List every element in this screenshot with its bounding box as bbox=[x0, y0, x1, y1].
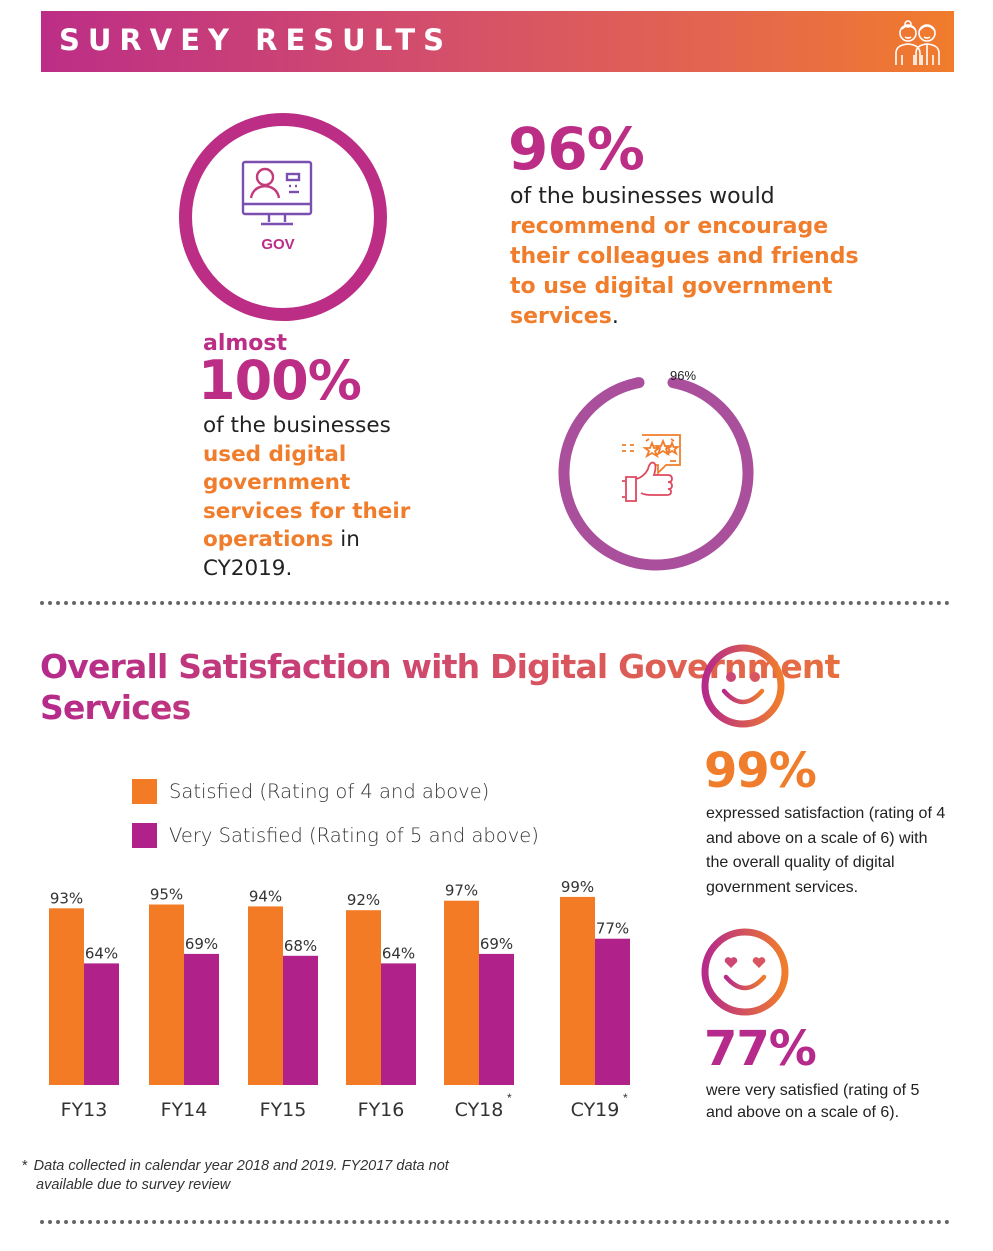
satisfied-percentage: 99% bbox=[704, 743, 817, 799]
data-label-cy18-very-satisfied: 69% bbox=[480, 935, 513, 953]
data-label-fy13-satisfied: 93% bbox=[50, 889, 83, 907]
data-label-fy14-very-satisfied: 69% bbox=[185, 935, 218, 953]
data-label-fy16-very-satisfied: 64% bbox=[382, 944, 415, 962]
donut-arc bbox=[558, 377, 754, 571]
bar-cy18-satisfied bbox=[444, 900, 479, 1085]
bar-fy13-satisfied bbox=[49, 908, 84, 1085]
recommend-tail: . bbox=[611, 304, 619, 329]
bar-fy14-very-satisfied bbox=[184, 953, 219, 1085]
recommend-description: of the businesses would recommend or enc… bbox=[510, 182, 890, 332]
usage-prefix: almost bbox=[203, 331, 288, 356]
usage-tail: in CY2019. bbox=[203, 527, 360, 581]
legend-item-very-satisfied: Very Satisfied (Rating of 5 and above) bbox=[132, 823, 539, 848]
category-label-fy13: FY13 bbox=[61, 1099, 108, 1121]
bar-fy15-very-satisfied bbox=[283, 955, 318, 1085]
footnote-line2: available due to survey review bbox=[36, 1177, 231, 1193]
legend-swatch-very-satisfied bbox=[132, 823, 157, 848]
category-footnote-mark: * bbox=[507, 1091, 512, 1105]
legend-item-satisfied: Satisfied (Rating of 4 and above) bbox=[132, 779, 489, 804]
bar-fy16-satisfied bbox=[346, 910, 381, 1085]
recommend-percentage: 96% bbox=[508, 115, 645, 183]
data-label-fy16-satisfied: 92% bbox=[347, 891, 380, 909]
bar-cy18-very-satisfied bbox=[479, 953, 514, 1085]
bar-cy19-very-satisfied bbox=[595, 938, 630, 1085]
usage-percentage: 100% bbox=[198, 349, 362, 412]
bar-fy13-very-satisfied bbox=[84, 963, 119, 1085]
satisfaction-bar-chart: 93% 64% FY13 95% 69% FY14 94% 68% FY15 92% 64% FY16… bbox=[49, 880, 630, 1121]
footnote-line1: Data collected in calendar year 2018 and… bbox=[33, 1158, 449, 1174]
legend-label-satisfied: Satisfied (Rating of 4 and above) bbox=[169, 780, 490, 803]
usage-description: of the businesses used digital governmen… bbox=[203, 412, 413, 583]
category-footnote-mark: * bbox=[623, 1091, 628, 1105]
satisfied-description: expressed satisfaction (rating of 4 and … bbox=[706, 805, 946, 896]
smiley-face-icon bbox=[701, 644, 785, 728]
donut-label: 96% bbox=[670, 368, 696, 383]
data-label-cy19-very-satisfied: 77% bbox=[596, 920, 629, 938]
very-satisfied-percentage: 77% bbox=[704, 1021, 817, 1077]
legend-label-very-satisfied: Very Satisfied (Rating of 5 and above) bbox=[169, 824, 539, 847]
bar-fy16-very-satisfied bbox=[381, 963, 416, 1085]
usage-lead: of the businesses bbox=[203, 413, 391, 438]
people-icon bbox=[895, 20, 940, 65]
category-label-cy19: CY19 bbox=[571, 1099, 620, 1121]
very-satisfied-description: were very satisfied (rating of 5 and abo… bbox=[706, 1082, 920, 1121]
page-title: SURVEY RESULTS bbox=[59, 23, 453, 57]
bar-cy19-satisfied bbox=[560, 896, 595, 1085]
recommend-lead: of the businesses would bbox=[510, 184, 775, 209]
data-label-fy14-satisfied: 95% bbox=[150, 886, 183, 904]
bar-fy15-satisfied bbox=[248, 906, 283, 1085]
thumbs-up-rating-icon bbox=[622, 434, 681, 502]
section-divider-bottom bbox=[40, 1220, 950, 1224]
computer-profile-icon bbox=[241, 160, 313, 226]
footnote-mark: * bbox=[22, 1158, 28, 1174]
data-label-fy15-satisfied: 94% bbox=[249, 887, 282, 905]
recommend-donut: 96% bbox=[558, 368, 754, 571]
heart-eyes-face-icon bbox=[701, 928, 789, 1016]
chart-footnote: * Data collected in calendar year 2018 an… bbox=[22, 1157, 449, 1195]
category-label-fy14: FY14 bbox=[161, 1099, 208, 1121]
section-divider bbox=[40, 601, 950, 605]
data-label-fy13-very-satisfied: 64% bbox=[85, 944, 118, 962]
data-label-cy19-satisfied: 99% bbox=[561, 880, 594, 896]
header-banner: SURVEY RESULTS bbox=[41, 11, 954, 72]
gov-label: GOV bbox=[261, 236, 295, 253]
category-label-fy16: FY16 bbox=[358, 1099, 405, 1121]
category-label-cy18: CY18 bbox=[455, 1099, 504, 1121]
recommend-highlight: recommend or encourage their colleagues … bbox=[510, 214, 859, 329]
usage-highlight: used digital government services for the… bbox=[203, 441, 411, 553]
category-label-fy15: FY15 bbox=[260, 1099, 307, 1121]
data-label-fy15-very-satisfied: 68% bbox=[284, 937, 317, 955]
bar-fy14-satisfied bbox=[149, 904, 184, 1085]
chart-title: Overall Satisfaction with Digital Govern… bbox=[40, 646, 993, 728]
legend-swatch-satisfied bbox=[132, 779, 157, 804]
data-label-cy18-satisfied: 97% bbox=[445, 882, 478, 900]
